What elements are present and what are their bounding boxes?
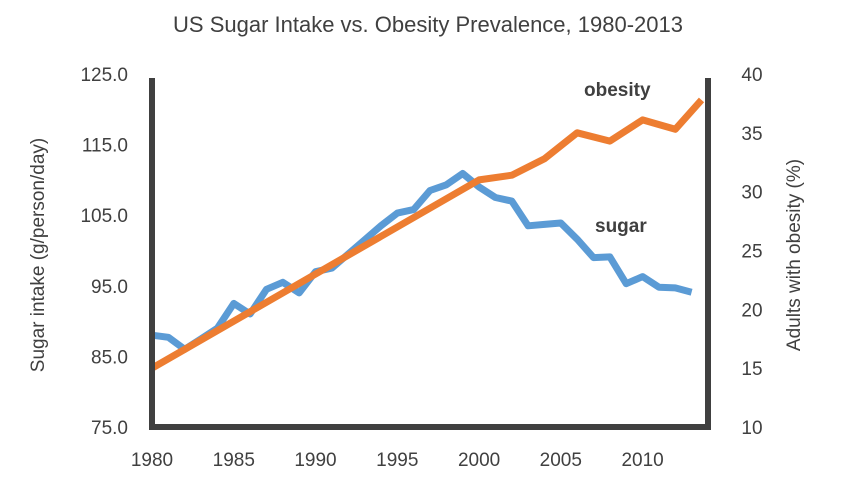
right-tick-label: 15 [741,359,762,380]
right-axis-title: Adults with obesity (%) [784,159,805,351]
x-tick-labels: 1980 1985 1990 1995 2000 2005 2010 [131,450,664,471]
left-tick-label: 115.0 [82,136,128,157]
x-tick-label: 2010 [621,450,663,471]
right-tick-label: 20 [741,300,762,321]
right-tick-label: 25 [741,242,762,263]
right-tick-label: 40 [741,65,762,86]
sugar-series-label: sugar [595,216,647,237]
plot-lines [150,97,705,372]
left-axis-title: Sugar intake (g/person/day) [28,138,49,372]
right-tick-labels: 40 35 30 25 20 15 10 [741,65,762,439]
right-tick-label: 30 [741,183,762,204]
x-tick-label: 1990 [294,450,336,471]
x-tick-label: 1985 [213,450,255,471]
left-tick-label: 125.0 [80,65,128,86]
x-tick-label: 2005 [540,450,582,471]
right-tick-label: 35 [741,124,762,145]
right-tick-label: 10 [741,418,762,439]
chart-title: US Sugar Intake vs. Obesity Prevalence, … [173,12,683,37]
x-tick-label: 1980 [131,450,173,471]
left-tick-label: 95.0 [91,277,128,298]
x-tick-label: 1995 [376,450,418,471]
left-tick-label: 85.0 [91,347,128,368]
left-tick-labels: 125.0 115.0 105.0 95.0 85.0 75.0 [80,65,128,439]
left-tick-label: 75.0 [91,418,128,439]
sugar-line [151,170,693,353]
x-tick-label: 2000 [458,450,500,471]
left-tick-label: 105.0 [80,206,128,227]
obesity-series-label: obesity [584,80,651,101]
obesity-line [150,97,705,372]
